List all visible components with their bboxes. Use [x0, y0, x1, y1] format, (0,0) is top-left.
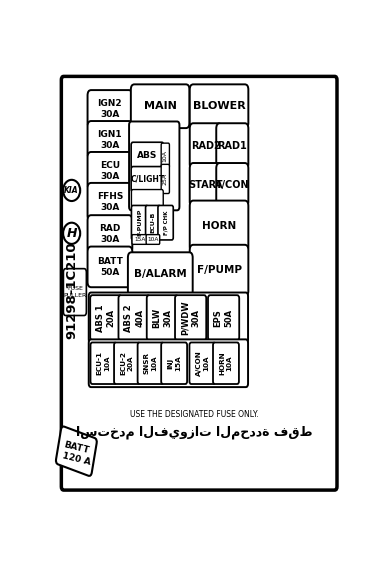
Text: RAD
30A: RAD 30A [99, 224, 120, 244]
Ellipse shape [63, 223, 80, 244]
FancyBboxPatch shape [161, 164, 169, 193]
Text: A/CON
10A: A/CON 10A [196, 350, 209, 376]
FancyBboxPatch shape [146, 205, 160, 240]
Text: H: H [66, 227, 77, 240]
FancyBboxPatch shape [146, 235, 160, 245]
FancyBboxPatch shape [87, 121, 132, 159]
FancyBboxPatch shape [158, 205, 173, 240]
Text: ECU
30A: ECU 30A [100, 161, 120, 181]
FancyBboxPatch shape [119, 295, 150, 340]
FancyBboxPatch shape [190, 343, 215, 384]
Text: 10A: 10A [147, 237, 158, 242]
Text: RAD1: RAD1 [217, 141, 247, 151]
FancyBboxPatch shape [208, 295, 239, 340]
FancyBboxPatch shape [131, 166, 163, 192]
FancyBboxPatch shape [190, 163, 222, 207]
FancyBboxPatch shape [63, 269, 86, 316]
Text: BATT: BATT [63, 440, 90, 455]
FancyBboxPatch shape [87, 90, 132, 128]
Text: BATT
50A: BATT 50A [97, 257, 123, 277]
Text: START: START [188, 180, 223, 190]
FancyBboxPatch shape [89, 339, 248, 387]
Text: USE THE DESIGNATED FUSE ONLY.: USE THE DESIGNATED FUSE ONLY. [130, 410, 259, 419]
FancyBboxPatch shape [87, 152, 132, 190]
FancyBboxPatch shape [213, 343, 239, 384]
FancyBboxPatch shape [131, 189, 163, 207]
Text: 25A: 25A [163, 173, 168, 185]
Text: IGN2
30A: IGN2 30A [98, 99, 122, 119]
FancyBboxPatch shape [89, 293, 248, 343]
Text: A/CON: A/CON [215, 180, 250, 190]
Text: ECU-2
20A: ECU-2 20A [120, 351, 134, 375]
Text: FUSE
PULLER: FUSE PULLER [63, 286, 87, 298]
FancyBboxPatch shape [131, 84, 190, 128]
Text: RAD2: RAD2 [191, 141, 221, 151]
Text: F/PUMP: F/PUMP [196, 265, 242, 276]
FancyBboxPatch shape [190, 200, 249, 252]
FancyBboxPatch shape [56, 426, 97, 476]
FancyBboxPatch shape [61, 76, 337, 490]
Text: ABS 2
40A: ABS 2 40A [124, 304, 144, 332]
FancyBboxPatch shape [87, 215, 132, 253]
FancyBboxPatch shape [147, 295, 178, 340]
FancyBboxPatch shape [114, 343, 140, 384]
FancyBboxPatch shape [216, 123, 249, 169]
Text: ABS 1
20A: ABS 1 20A [96, 304, 116, 332]
Text: ECU-1
10A: ECU-1 10A [97, 351, 110, 375]
Text: MAIN: MAIN [144, 101, 177, 111]
FancyBboxPatch shape [128, 253, 193, 296]
FancyBboxPatch shape [175, 295, 206, 340]
Text: 120 A: 120 A [61, 451, 92, 467]
Text: F/P CHK: F/P CHK [163, 211, 168, 235]
FancyBboxPatch shape [129, 122, 179, 210]
FancyBboxPatch shape [190, 245, 249, 296]
FancyBboxPatch shape [87, 183, 132, 221]
Text: ABS: ABS [137, 151, 158, 160]
Text: ECU-B: ECU-B [150, 212, 155, 234]
FancyBboxPatch shape [132, 235, 147, 245]
FancyBboxPatch shape [90, 343, 116, 384]
FancyBboxPatch shape [216, 163, 249, 207]
Text: SNSR
10A: SNSR 10A [144, 352, 157, 374]
Text: INJ
15A: INJ 15A [167, 355, 181, 371]
Text: B/ALARM: B/ALARM [134, 269, 187, 279]
FancyBboxPatch shape [138, 343, 163, 384]
Text: 15A: 15A [134, 237, 146, 242]
FancyBboxPatch shape [190, 123, 222, 169]
Text: F-PUMP: F-PUMP [137, 209, 142, 236]
Text: استخدم الفيوزات المحددة فقط: استخدم الفيوزات المحددة فقط [76, 425, 313, 439]
FancyBboxPatch shape [161, 143, 169, 168]
Ellipse shape [63, 180, 80, 201]
Text: 10A: 10A [163, 149, 168, 161]
FancyBboxPatch shape [90, 295, 122, 340]
FancyBboxPatch shape [190, 84, 249, 128]
Text: HORN
10A: HORN 10A [219, 351, 233, 375]
FancyBboxPatch shape [161, 343, 187, 384]
Text: BLOWER: BLOWER [193, 101, 245, 111]
Text: FFHS
30A: FFHS 30A [97, 192, 123, 212]
Text: 91298-1C210: 91298-1C210 [65, 241, 78, 339]
Text: HORN: HORN [202, 221, 236, 231]
Text: C/LIGHT: C/LIGHT [130, 175, 165, 184]
Text: IGN1
30A: IGN1 30A [98, 130, 122, 150]
Text: BLW
30A: BLW 30A [152, 308, 173, 328]
Text: EPS
50A: EPS 50A [214, 309, 234, 327]
FancyBboxPatch shape [131, 205, 148, 240]
FancyBboxPatch shape [87, 247, 132, 287]
Text: P/WDW
30A: P/WDW 30A [180, 300, 201, 335]
Text: KIA: KIA [64, 186, 79, 195]
FancyBboxPatch shape [131, 142, 163, 169]
